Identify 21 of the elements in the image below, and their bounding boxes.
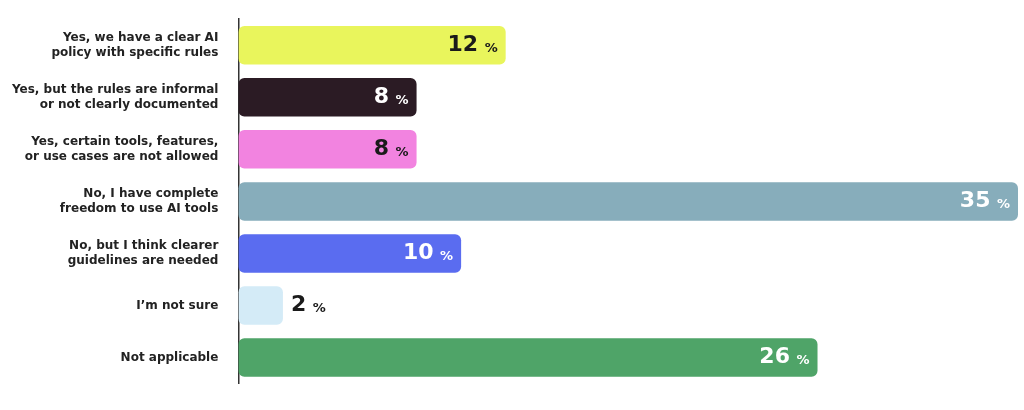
y-tick-label: Yes, but the rules are informal or not clearly documented <box>10 82 219 111</box>
data-label: 2 % <box>290 291 326 317</box>
y-tick-label: No, but I think clearer guidelines are needed <box>67 238 219 267</box>
data-label: 12 % <box>447 30 498 56</box>
data-label: 8 % <box>373 135 409 161</box>
data-label: 35 % <box>959 187 1011 213</box>
bar <box>238 286 283 325</box>
bar <box>238 25 506 65</box>
y-tick-label: No, I have complete freedom to use AI tools <box>59 186 219 215</box>
data-label: 8 % <box>373 83 409 108</box>
data-label: 26 % <box>759 343 810 369</box>
bar <box>238 234 462 273</box>
y-tick-label: Yes, certain tools, features, or use cases are not allowed <box>24 134 219 163</box>
y-tick-label: Yes, we have a clear AI policy with specific rules <box>51 30 219 59</box>
bar <box>238 182 1018 221</box>
y-tick-label: Not applicable <box>120 349 219 364</box>
data-label: 10 % <box>402 239 454 265</box>
bar <box>238 78 417 117</box>
bar <box>238 338 818 377</box>
bar <box>238 130 417 169</box>
y-tick-label: I’m not sure <box>136 297 219 312</box>
